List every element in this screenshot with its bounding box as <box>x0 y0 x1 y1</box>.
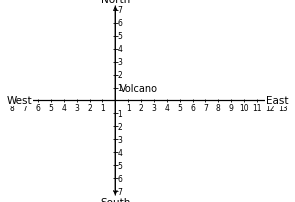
Text: 6: 6 <box>118 19 122 28</box>
Text: 3: 3 <box>118 135 122 144</box>
Text: 12: 12 <box>265 104 275 113</box>
Text: 4: 4 <box>164 104 169 113</box>
Text: East: East <box>266 96 289 106</box>
Text: North: North <box>101 0 130 5</box>
Text: 1: 1 <box>100 104 105 113</box>
Text: 4: 4 <box>118 148 122 157</box>
Text: 5: 5 <box>177 104 182 113</box>
Text: 8: 8 <box>10 104 15 113</box>
Text: 7: 7 <box>203 104 208 113</box>
Text: Volcano: Volcano <box>120 83 158 93</box>
Text: 6: 6 <box>118 174 122 183</box>
Text: 3: 3 <box>118 58 122 67</box>
Text: 3: 3 <box>74 104 79 113</box>
Text: 11: 11 <box>252 104 262 113</box>
Text: 6: 6 <box>36 104 40 113</box>
Text: 8: 8 <box>216 104 221 113</box>
Text: 5: 5 <box>118 161 122 170</box>
Text: 5: 5 <box>118 32 122 41</box>
Text: 9: 9 <box>229 104 234 113</box>
Text: 2: 2 <box>118 71 122 80</box>
Text: 6: 6 <box>190 104 195 113</box>
Text: 13: 13 <box>278 104 287 113</box>
Text: 7: 7 <box>23 104 28 113</box>
Text: 7: 7 <box>118 187 122 196</box>
Text: 2: 2 <box>87 104 92 113</box>
Text: 1: 1 <box>126 104 131 113</box>
Text: 1: 1 <box>118 84 122 93</box>
Text: 2: 2 <box>139 104 143 113</box>
Text: 4: 4 <box>118 45 122 54</box>
Text: 3: 3 <box>152 104 156 113</box>
Text: 10: 10 <box>239 104 249 113</box>
Text: 4: 4 <box>61 104 66 113</box>
Text: 2: 2 <box>118 122 122 131</box>
Text: South: South <box>100 197 130 202</box>
Text: 7: 7 <box>118 6 122 15</box>
Text: West: West <box>6 96 32 106</box>
Text: 5: 5 <box>48 104 53 113</box>
Text: 1: 1 <box>118 109 122 118</box>
